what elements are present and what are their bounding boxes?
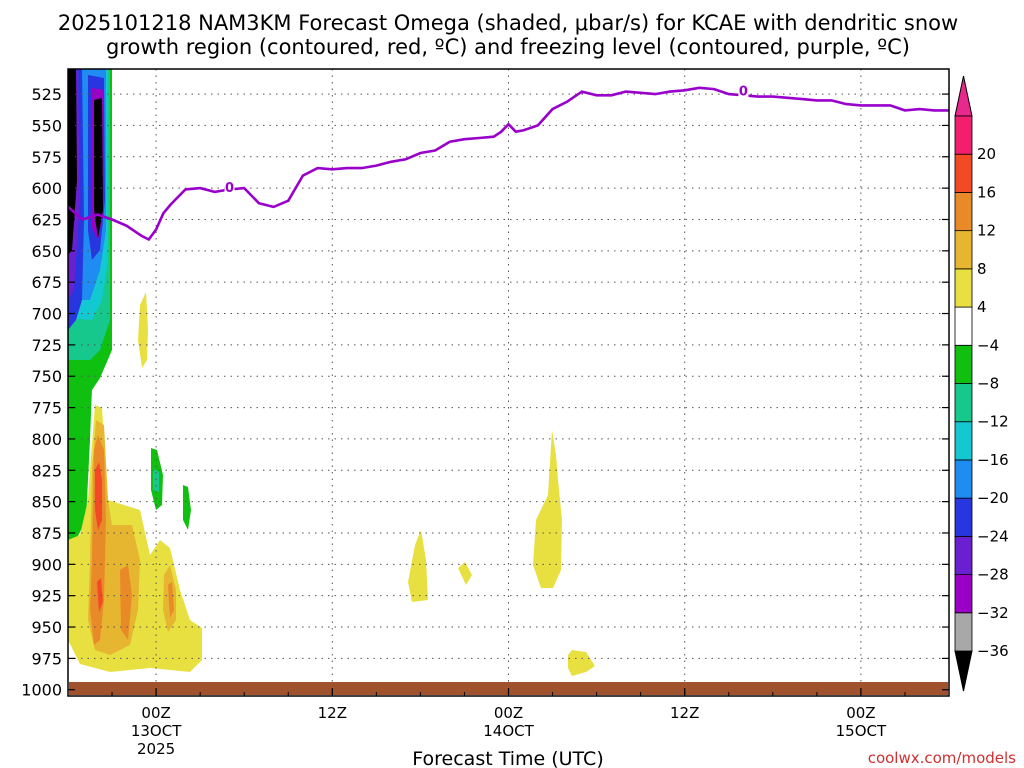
colorbar-label: −16 (977, 451, 1009, 469)
colorbar-label: −20 (977, 489, 1009, 507)
freezing-level-label: 0 (225, 181, 234, 196)
colorbar-segment (954, 306, 973, 346)
y-tick-label: 600 (31, 179, 62, 198)
y-tick-label: 825 (31, 461, 62, 480)
chart-title-line1: 2025101218 NAM3KM Forecast Omega (shaded… (58, 11, 958, 35)
colorbar-label: −4 (977, 336, 999, 354)
y-tick-label: 550 (31, 116, 62, 135)
omega-descent-orange-2 (120, 565, 132, 640)
y-tick-label: 875 (31, 524, 62, 543)
y-tick-label: 900 (31, 555, 62, 574)
colorbar-label: 8 (977, 260, 987, 278)
colorbar-segment (954, 459, 973, 499)
x-tick-label: 00Z (846, 704, 875, 722)
colorbar-label: −32 (977, 604, 1009, 622)
y-tick-label: 650 (31, 242, 62, 261)
omega-shading (68, 69, 595, 676)
y-tick-label: 525 (31, 85, 62, 104)
colorbar-segment (954, 115, 973, 155)
colorbar-label: −24 (977, 527, 1009, 545)
y-tick-label: 925 (31, 587, 62, 606)
omega-descent-orange-3 (168, 582, 174, 618)
y-axis: 525 550 575 600 625 650 675 700 725 750 775 800 825 8… (21, 85, 949, 700)
y-tick-label: 800 (31, 430, 62, 449)
colorbar-segment (954, 497, 973, 537)
x-tick-label: 12Z (670, 704, 699, 722)
omega-descent-red-2 (97, 578, 103, 612)
chart-title-line2: growth region (contoured, red, ºC) and f… (106, 35, 910, 59)
omega-descent-yellow-cell-a (138, 292, 148, 368)
colorbar-segment (954, 421, 973, 461)
freezing-level-line (68, 86, 949, 242)
y-tick-label: 625 (31, 210, 62, 229)
y-tick-label: 675 (31, 273, 62, 292)
x-axis-label: Forecast Time (UTC) (412, 748, 603, 768)
omega-descent-yellow-cell-b (408, 530, 428, 602)
x-tick-label: 00Z (141, 704, 170, 722)
y-tick-label: 575 (31, 148, 62, 167)
y-tick-label: 775 (31, 399, 62, 418)
y-tick-label: 850 (31, 493, 62, 512)
colorbar-label: 12 (977, 222, 996, 240)
colorbar-label: 4 (977, 298, 987, 316)
omega-ascent-black-core (94, 98, 103, 238)
x-tick-sublabel: 13OCT (131, 722, 182, 740)
colorbar-segment (954, 153, 973, 193)
colorbar-min-arrow (954, 650, 973, 692)
omega-descent-red (95, 462, 102, 530)
freezing-label-bg (224, 180, 235, 195)
x-tick-label: 12Z (318, 704, 347, 722)
grid-lines (68, 69, 949, 696)
y-tick-label: 950 (31, 618, 62, 637)
colorbar-segment (954, 230, 973, 270)
colorbar-label: −28 (977, 566, 1009, 584)
y-tick-label: 700 (31, 305, 62, 324)
colorbar-segment (954, 574, 973, 614)
x-tick-label: 00Z (494, 704, 523, 722)
colorbar-segment (954, 344, 973, 384)
colorbar-label: 16 (977, 183, 996, 201)
x-tick-sublabel: 14OCT (483, 722, 534, 740)
omega-descent-yellow-cell-d (533, 430, 562, 588)
colorbar: −36 −32 −28 −24 −20 −16 −12 −8 −4 4 8 12 16 20 (954, 75, 1009, 692)
colorbar-label: −12 (977, 413, 1009, 431)
colorbar-segment (954, 383, 973, 423)
colorbar-segment (954, 192, 973, 232)
x-tick-sublabel: 2025 (137, 740, 175, 758)
colorbar-label: −8 (977, 375, 999, 393)
watermark[interactable]: coolwx.com/models (868, 749, 1016, 767)
y-tick-label: 725 (31, 336, 62, 355)
colorbar-label: 20 (977, 145, 996, 163)
colorbar-label: −36 (977, 642, 1009, 660)
colorbar-segment (954, 268, 973, 308)
x-tick-sublabel: 15OCT (836, 722, 887, 740)
y-tick-label: 1000 (21, 681, 62, 700)
omega-green-cell-2 (183, 485, 191, 530)
colorbar-max-arrow (954, 75, 973, 117)
colorbar-segment (954, 535, 973, 575)
omega-descent-yellow-cell-c (458, 562, 472, 585)
omega-descent-yellow-cell-e (568, 650, 595, 676)
colorbar-segment (954, 612, 973, 652)
freezing-label-bg (738, 83, 749, 98)
freezing-level-labels: 00 (224, 83, 749, 196)
freezing-level-label: 0 (739, 85, 748, 100)
y-tick-label: 975 (31, 649, 62, 668)
y-tick-label: 750 (31, 367, 62, 386)
